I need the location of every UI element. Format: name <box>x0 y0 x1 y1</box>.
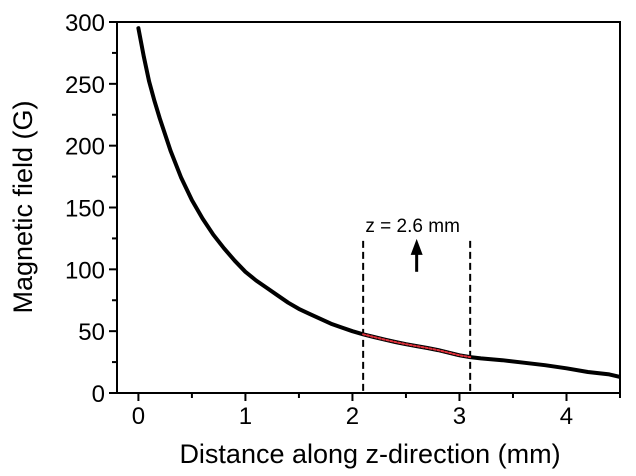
y-tick-label: 50 <box>78 319 105 346</box>
x-tick-label: 4 <box>560 403 573 430</box>
y-tick-label: 200 <box>65 134 105 161</box>
field-curve <box>136 26 620 379</box>
axis-tick-labels: 0 1 2 3 4 0 50 100 150 200 250 300 <box>65 10 573 430</box>
y-tick-label: 250 <box>65 72 105 99</box>
y-tick-label: 0 <box>92 381 105 408</box>
arrow-up-icon <box>410 238 423 255</box>
x-tick-label: 0 <box>132 403 145 430</box>
highlight-segment <box>362 333 472 359</box>
marker-lines <box>362 240 472 393</box>
x-axis-title: Distance along z-direction (mm) <box>179 439 560 469</box>
x-tick-label: 1 <box>239 403 252 430</box>
x-tick-label: 3 <box>453 403 466 430</box>
y-tick-label: 300 <box>65 10 105 37</box>
axis-ticks <box>109 21 621 401</box>
annotations-group: z = 2.6 mm <box>365 216 460 272</box>
y-axis-title: Magnetic field (G) <box>8 100 38 313</box>
series-group <box>136 26 620 379</box>
x-tick-label: 2 <box>346 403 359 430</box>
y-tick-label: 100 <box>65 257 105 284</box>
y-tick-label: 150 <box>65 196 105 223</box>
annotation-label: z = 2.6 mm <box>365 216 460 237</box>
